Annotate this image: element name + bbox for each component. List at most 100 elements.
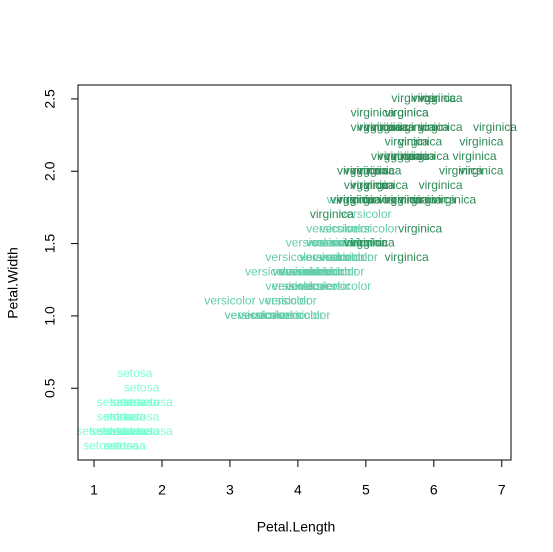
point-label: virginica — [371, 149, 415, 163]
point-label: setosa — [104, 409, 140, 423]
point-label: versicolor — [265, 250, 316, 264]
point-label: setosa — [138, 395, 174, 409]
point-label: versicolor — [333, 236, 384, 250]
point-label: versicolor — [238, 308, 289, 322]
point-label: versicolor — [320, 236, 371, 250]
point-label: setosa — [117, 424, 153, 438]
point-label: virginica — [344, 163, 388, 177]
point-label: versicolor — [279, 265, 330, 279]
point-label: virginica — [405, 149, 449, 163]
point-label: versicolor — [333, 236, 384, 250]
point-label: setosa — [117, 366, 153, 380]
x-tick-label: 7 — [498, 482, 506, 498]
point-label: virginica — [337, 163, 381, 177]
point-label: versicolor — [306, 236, 357, 250]
point-label: versicolor — [272, 265, 323, 279]
point-label: setosa — [124, 395, 160, 409]
point-label: versicolor — [299, 250, 350, 264]
point-label: versicolor — [306, 265, 357, 279]
point-label: setosa — [104, 424, 140, 438]
point-label: versicolor — [286, 265, 337, 279]
point-label: versicolor — [279, 308, 330, 322]
point-label: versicolor — [293, 265, 344, 279]
point-label: setosa — [97, 424, 133, 438]
point-label: setosa — [117, 424, 153, 438]
point-label: virginica — [385, 106, 429, 120]
point-label: versicolor — [259, 294, 310, 308]
y-tick-label: 1.0 — [42, 306, 58, 326]
point-label: setosa — [124, 409, 160, 423]
point-label: versicolor — [252, 308, 303, 322]
point-label: virginica — [385, 149, 429, 163]
point-label: virginica — [351, 192, 395, 206]
point-label: versicolor — [306, 236, 357, 250]
point-label: setosa — [138, 424, 174, 438]
point-label: virginica — [351, 163, 395, 177]
point-label: versicolor — [272, 308, 323, 322]
point-label: setosa — [117, 395, 153, 409]
point-label: versicolor — [313, 250, 364, 264]
point-label: versicolor — [265, 294, 316, 308]
point-label: setosa — [110, 424, 146, 438]
point-label: versicolor — [245, 265, 296, 279]
point-label: setosa — [97, 424, 133, 438]
point-label: versicolor — [225, 308, 276, 322]
point-label: setosa — [110, 424, 146, 438]
point-label: setosa — [104, 409, 140, 423]
point-label: virginica — [398, 192, 442, 206]
point-label: virginica — [310, 207, 354, 221]
point-label: virginica — [459, 134, 503, 148]
point-label: setosa — [104, 424, 140, 438]
point-label: setosa — [97, 424, 133, 438]
point-label: virginica — [419, 120, 463, 134]
point-label: setosa — [110, 424, 146, 438]
point-label: virginica — [351, 178, 395, 192]
point-label: virginica — [364, 120, 408, 134]
point-label: virginica — [378, 149, 422, 163]
point-label: virginica — [439, 163, 483, 177]
point-label: virginica — [371, 120, 415, 134]
point-label: versicolor — [313, 265, 364, 279]
point-label: virginica — [432, 192, 476, 206]
point-label: versicolor — [299, 265, 350, 279]
point-label: virginica — [330, 192, 374, 206]
point-label: setosa — [104, 424, 140, 438]
point-label: versicolor — [313, 236, 364, 250]
point-label: versicolor — [306, 221, 357, 235]
point-label: setosa — [110, 424, 146, 438]
point-label: virginica — [385, 192, 429, 206]
x-tick-label: 5 — [362, 482, 370, 498]
point-label: virginica — [398, 221, 442, 235]
point-label: virginica — [351, 120, 395, 134]
point-label: virginica — [330, 192, 374, 206]
point-label: setosa — [90, 424, 126, 438]
point-label: versicolor — [265, 279, 316, 293]
point-label: virginica — [453, 149, 497, 163]
point-label: virginica — [412, 91, 456, 105]
point-label: versicolor — [347, 221, 398, 235]
point-label: versicolor — [320, 250, 371, 264]
point-label: virginica — [385, 106, 429, 120]
point-label: versicolor — [320, 221, 371, 235]
point-label: versicolor — [306, 236, 357, 250]
point-label: setosa — [97, 424, 133, 438]
point-label: versicolor — [306, 236, 357, 250]
point-label: versicolor — [286, 279, 337, 293]
point-label: setosa — [104, 438, 140, 452]
point-label: virginica — [385, 134, 429, 148]
point-label: versicolor — [272, 279, 323, 293]
x-tick-label: 2 — [158, 482, 166, 498]
point-label: virginica — [459, 163, 503, 177]
point-label: setosa — [124, 424, 160, 438]
point-label: versicolor — [306, 236, 357, 250]
point-label: virginica — [344, 236, 388, 250]
point-label: setosa — [124, 380, 160, 394]
point-label: virginica — [351, 178, 395, 192]
point-label: setosa — [104, 424, 140, 438]
x-tick-label: 6 — [430, 482, 438, 498]
y-axis-title: Petal.Width — [5, 247, 21, 319]
point-label: virginica — [391, 149, 435, 163]
point-label: setosa — [97, 409, 133, 423]
point-label: setosa — [110, 424, 146, 438]
